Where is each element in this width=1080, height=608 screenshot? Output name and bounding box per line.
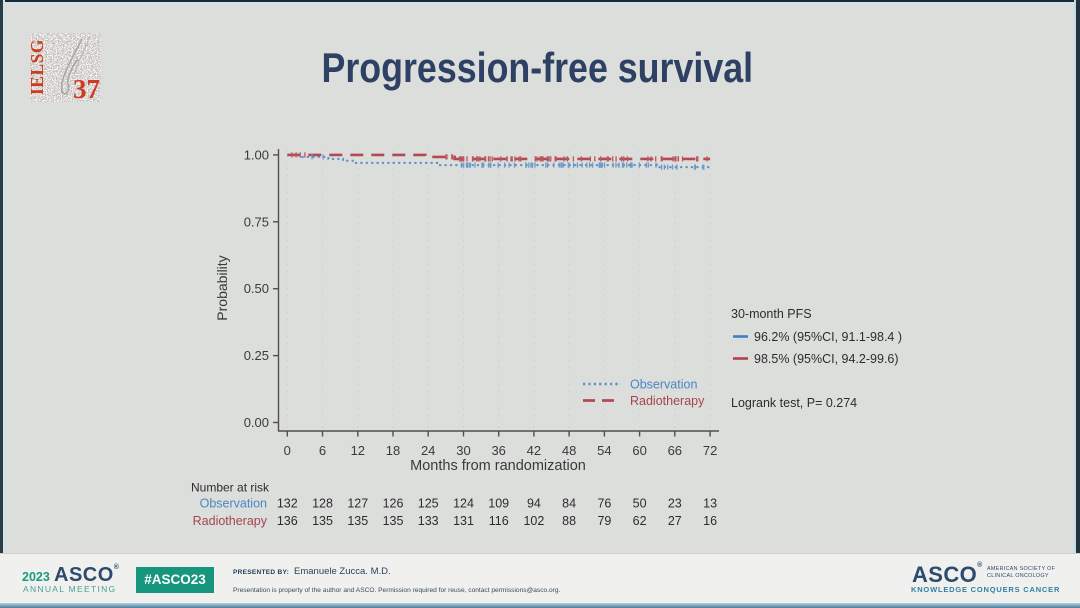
svg-text:24: 24 bbox=[421, 443, 435, 458]
svg-text:0.00: 0.00 bbox=[244, 415, 269, 430]
svg-text:54: 54 bbox=[597, 443, 611, 458]
svg-text:127: 127 bbox=[347, 497, 368, 511]
svg-text:109: 109 bbox=[488, 497, 509, 511]
svg-text:Observation: Observation bbox=[630, 378, 697, 392]
svg-text:6: 6 bbox=[319, 443, 326, 458]
svg-text:131: 131 bbox=[453, 514, 474, 528]
svg-text:116: 116 bbox=[489, 514, 509, 528]
svg-text:125: 125 bbox=[418, 497, 439, 511]
svg-text:0.50: 0.50 bbox=[244, 281, 269, 296]
svg-text:102: 102 bbox=[523, 514, 544, 528]
svg-text:96.2% (95%CI, 91.1-98.4 ): 96.2% (95%CI, 91.1-98.4 ) bbox=[754, 330, 902, 344]
svg-text:50: 50 bbox=[633, 497, 647, 511]
svg-text:60: 60 bbox=[632, 443, 646, 458]
svg-text:Number at risk: Number at risk bbox=[191, 481, 270, 495]
svg-text:36: 36 bbox=[491, 443, 505, 458]
svg-text:79: 79 bbox=[597, 514, 611, 528]
svg-text:Months from randomization: Months from randomization bbox=[410, 458, 586, 474]
svg-text:0.25: 0.25 bbox=[244, 348, 269, 363]
svg-text:Logrank test, P= 0.274: Logrank test, P= 0.274 bbox=[731, 396, 857, 410]
svg-text:62: 62 bbox=[633, 514, 647, 528]
svg-text:16: 16 bbox=[703, 514, 717, 528]
svg-text:135: 135 bbox=[312, 514, 333, 528]
svg-text:0: 0 bbox=[284, 443, 291, 458]
svg-text:72: 72 bbox=[703, 443, 717, 458]
svg-text:0.75: 0.75 bbox=[244, 214, 269, 229]
svg-text:128: 128 bbox=[312, 497, 333, 511]
svg-text:126: 126 bbox=[383, 497, 404, 511]
svg-text:98.5% (95%CI, 94.2-99.6): 98.5% (95%CI, 94.2-99.6) bbox=[754, 352, 899, 366]
svg-text:18: 18 bbox=[386, 443, 400, 458]
svg-text:1.00: 1.00 bbox=[244, 147, 269, 162]
svg-text:IELSG: IELSG bbox=[30, 39, 47, 95]
svg-text:94: 94 bbox=[527, 497, 541, 511]
svg-text:124: 124 bbox=[453, 497, 474, 511]
svg-text:27: 27 bbox=[668, 514, 682, 528]
svg-text:133: 133 bbox=[418, 514, 439, 528]
svg-text:30-month PFS: 30-month PFS bbox=[731, 307, 812, 321]
svg-text:84: 84 bbox=[562, 497, 576, 511]
svg-text:66: 66 bbox=[668, 443, 682, 458]
svg-text:Radiotherapy: Radiotherapy bbox=[630, 394, 705, 408]
svg-text:42: 42 bbox=[527, 443, 541, 458]
svg-text:23: 23 bbox=[668, 497, 682, 511]
svg-text:12: 12 bbox=[351, 443, 365, 458]
svg-text:Observation: Observation bbox=[200, 497, 267, 511]
svg-text:13: 13 bbox=[703, 497, 717, 511]
svg-text:135: 135 bbox=[383, 514, 404, 528]
svg-text:37: 37 bbox=[73, 74, 100, 102]
svg-text:Probability: Probability bbox=[214, 255, 230, 320]
svg-text:48: 48 bbox=[562, 443, 576, 458]
svg-text:30: 30 bbox=[456, 443, 470, 458]
svg-text:88: 88 bbox=[562, 514, 576, 528]
svg-text:Radiotherapy: Radiotherapy bbox=[193, 514, 268, 528]
svg-text:136: 136 bbox=[277, 514, 298, 528]
svg-text:135: 135 bbox=[347, 514, 368, 528]
svg-text:76: 76 bbox=[597, 497, 611, 511]
svg-text:132: 132 bbox=[277, 497, 298, 511]
